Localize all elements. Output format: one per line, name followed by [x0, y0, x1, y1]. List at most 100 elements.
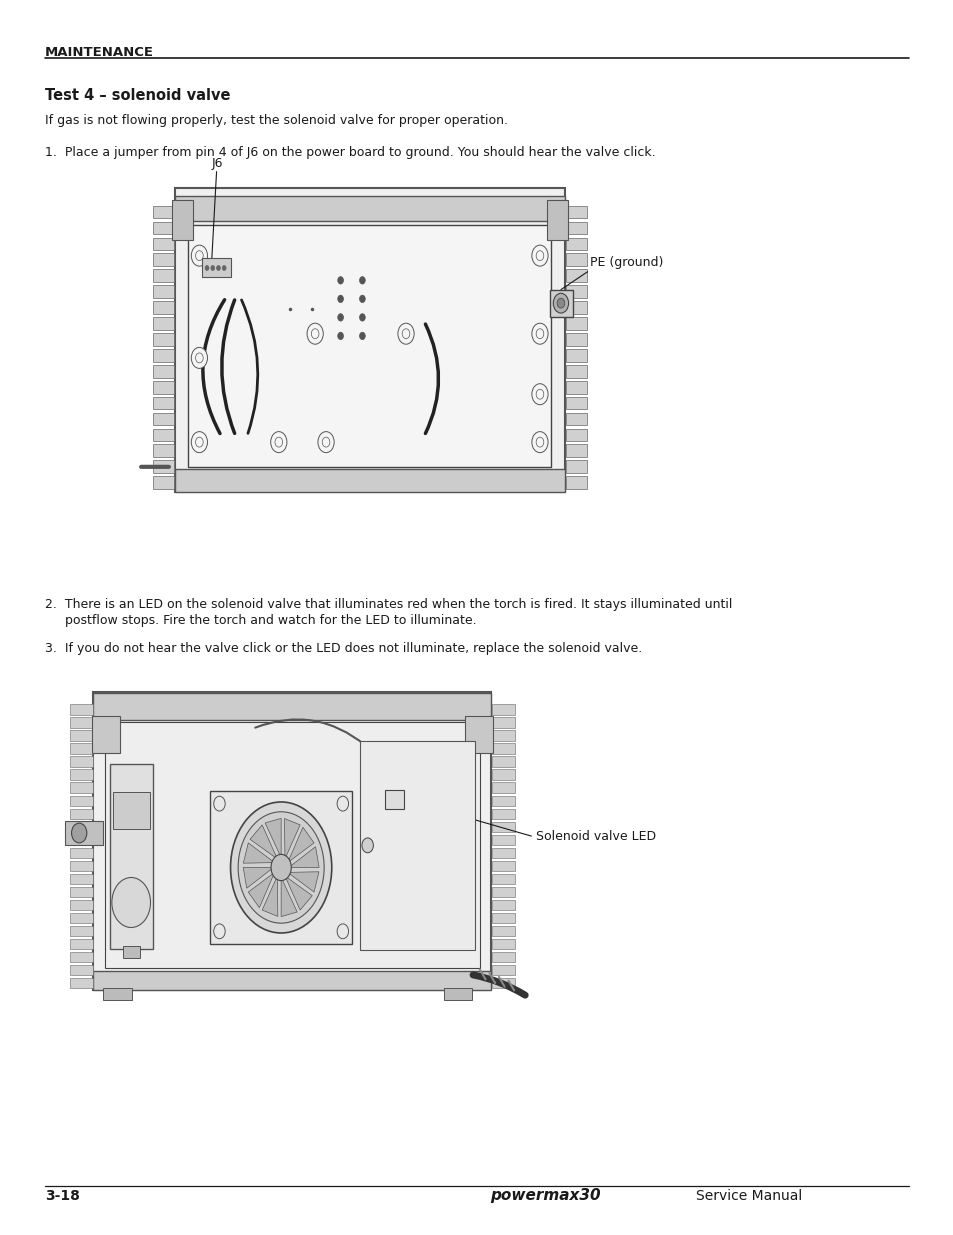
- Bar: [492, 835, 515, 845]
- Bar: [385, 789, 404, 809]
- Text: Service Manual: Service Manual: [696, 1189, 801, 1203]
- Bar: [152, 412, 173, 425]
- Bar: [152, 396, 173, 410]
- Polygon shape: [281, 877, 297, 916]
- Bar: [549, 289, 573, 316]
- Bar: [70, 795, 92, 805]
- Bar: [148, 178, 591, 514]
- Circle shape: [195, 437, 203, 447]
- Bar: [492, 718, 515, 727]
- Bar: [202, 258, 231, 277]
- Bar: [70, 900, 92, 910]
- Bar: [492, 873, 515, 884]
- Bar: [110, 764, 152, 948]
- Bar: [565, 429, 586, 441]
- Circle shape: [359, 314, 365, 321]
- Bar: [152, 364, 173, 378]
- Bar: [492, 978, 515, 988]
- Circle shape: [553, 293, 568, 312]
- Bar: [565, 380, 586, 394]
- Circle shape: [531, 384, 547, 405]
- Circle shape: [531, 432, 547, 452]
- Bar: [152, 206, 173, 219]
- Bar: [492, 952, 515, 962]
- Bar: [492, 821, 515, 831]
- Bar: [492, 887, 515, 897]
- Circle shape: [271, 432, 287, 452]
- Circle shape: [271, 855, 291, 881]
- Text: 1.  Place a jumper from pin 4 of J6 on the power board to ground. You should hea: 1. Place a jumper from pin 4 of J6 on th…: [45, 146, 655, 159]
- Bar: [152, 350, 173, 362]
- Polygon shape: [262, 876, 277, 916]
- Bar: [70, 926, 92, 936]
- Circle shape: [238, 811, 324, 924]
- Circle shape: [211, 266, 214, 270]
- Bar: [70, 913, 92, 923]
- Bar: [174, 196, 564, 221]
- Circle shape: [536, 389, 543, 399]
- Polygon shape: [289, 847, 319, 867]
- Polygon shape: [248, 872, 274, 908]
- Circle shape: [112, 878, 151, 927]
- Bar: [210, 792, 352, 944]
- Bar: [152, 380, 173, 394]
- Text: powermax30: powermax30: [490, 1188, 600, 1203]
- Bar: [152, 317, 173, 330]
- Circle shape: [536, 437, 543, 447]
- Circle shape: [191, 246, 208, 267]
- Bar: [152, 237, 173, 251]
- Text: MAINTENANCE: MAINTENANCE: [45, 46, 153, 59]
- Bar: [93, 692, 491, 990]
- Bar: [492, 861, 515, 871]
- Bar: [359, 741, 475, 950]
- Text: 2.  There is an LED on the solenoid valve that illuminates red when the torch is: 2. There is an LED on the solenoid valve…: [45, 598, 732, 611]
- Text: Solenoid valve LED: Solenoid valve LED: [536, 830, 656, 842]
- Bar: [70, 718, 92, 727]
- Circle shape: [222, 266, 226, 270]
- Circle shape: [337, 332, 343, 340]
- Bar: [492, 757, 515, 767]
- Circle shape: [359, 277, 365, 284]
- Circle shape: [322, 437, 330, 447]
- Bar: [152, 477, 173, 489]
- Bar: [492, 809, 515, 819]
- Bar: [565, 285, 586, 298]
- Bar: [565, 206, 586, 219]
- Bar: [152, 333, 173, 346]
- Circle shape: [213, 924, 225, 939]
- Circle shape: [195, 251, 203, 261]
- Bar: [492, 939, 515, 948]
- Bar: [65, 673, 519, 1015]
- Bar: [103, 988, 132, 1000]
- Circle shape: [336, 924, 348, 939]
- Polygon shape: [284, 819, 300, 860]
- Circle shape: [231, 802, 332, 932]
- Bar: [105, 722, 479, 968]
- Bar: [112, 792, 150, 829]
- Bar: [565, 461, 586, 473]
- Bar: [565, 317, 586, 330]
- Circle shape: [191, 347, 208, 368]
- Text: If gas is not flowing properly, test the solenoid valve for proper operation.: If gas is not flowing properly, test the…: [45, 114, 507, 127]
- Bar: [70, 847, 92, 858]
- Bar: [492, 704, 515, 715]
- Bar: [70, 978, 92, 988]
- Bar: [93, 971, 491, 990]
- Circle shape: [337, 277, 343, 284]
- Circle shape: [205, 266, 209, 270]
- Bar: [152, 461, 173, 473]
- Bar: [565, 445, 586, 457]
- Bar: [152, 429, 173, 441]
- Circle shape: [274, 437, 282, 447]
- Circle shape: [71, 824, 87, 842]
- Bar: [565, 412, 586, 425]
- Circle shape: [359, 295, 365, 303]
- Bar: [492, 926, 515, 936]
- Bar: [152, 285, 173, 298]
- Circle shape: [307, 324, 323, 345]
- Bar: [70, 809, 92, 819]
- Bar: [565, 221, 586, 235]
- Bar: [152, 445, 173, 457]
- Bar: [91, 716, 120, 753]
- Circle shape: [536, 329, 543, 338]
